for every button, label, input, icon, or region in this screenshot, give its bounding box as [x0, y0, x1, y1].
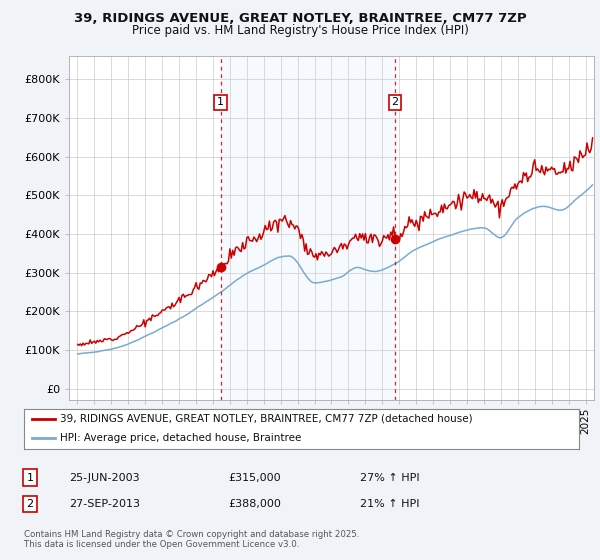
Text: 2: 2	[26, 499, 34, 509]
Text: HPI: Average price, detached house, Braintree: HPI: Average price, detached house, Brai…	[60, 433, 301, 443]
Text: 21% ↑ HPI: 21% ↑ HPI	[360, 499, 419, 509]
Text: 1: 1	[26, 473, 34, 483]
Text: 27-SEP-2013: 27-SEP-2013	[69, 499, 140, 509]
Text: 39, RIDINGS AVENUE, GREAT NOTLEY, BRAINTREE, CM77 7ZP: 39, RIDINGS AVENUE, GREAT NOTLEY, BRAINT…	[74, 12, 526, 25]
Text: 25-JUN-2003: 25-JUN-2003	[69, 473, 140, 483]
Text: Price paid vs. HM Land Registry's House Price Index (HPI): Price paid vs. HM Land Registry's House …	[131, 24, 469, 36]
Text: 27% ↑ HPI: 27% ↑ HPI	[360, 473, 419, 483]
Text: Contains HM Land Registry data © Crown copyright and database right 2025.
This d: Contains HM Land Registry data © Crown c…	[24, 530, 359, 549]
Bar	[221, 56, 395, 400]
Text: £388,000: £388,000	[228, 499, 281, 509]
Text: 2: 2	[391, 97, 398, 108]
Text: £315,000: £315,000	[228, 473, 281, 483]
Text: 39, RIDINGS AVENUE, GREAT NOTLEY, BRAINTREE, CM77 7ZP (detached house): 39, RIDINGS AVENUE, GREAT NOTLEY, BRAINT…	[60, 414, 473, 424]
Text: 1: 1	[217, 97, 224, 108]
